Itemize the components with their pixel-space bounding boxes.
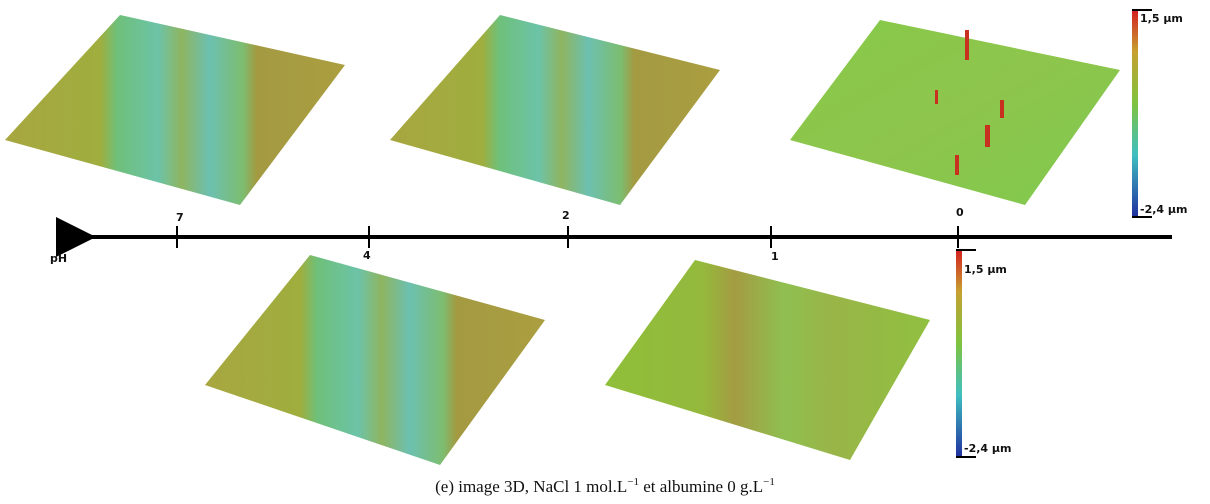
colorbar-min: -2,4 µm <box>964 442 1011 455</box>
caption-sup: −1 <box>627 476 639 488</box>
tick-label: 4 <box>363 249 371 262</box>
surface <box>605 260 930 460</box>
caption: (e) image 3D, NaCl 1 mol.L−1 et albumine… <box>435 476 775 496</box>
caption-text: et albumine 0 g.L <box>639 477 763 496</box>
surface <box>790 20 1120 205</box>
axis-ticks <box>176 226 959 248</box>
colorbar: 1,5 µm -2,4 µm <box>1132 9 1187 218</box>
tick-label: 2 <box>562 209 570 222</box>
colorbar: 1,5 µm -2,4 µm <box>956 249 1011 458</box>
peaks <box>935 30 1004 175</box>
axis-label: pH <box>50 252 67 265</box>
surface <box>5 15 345 205</box>
tick-label: 7 <box>176 211 184 224</box>
tick-label: 1 <box>771 250 779 263</box>
colorbar-min: -2,4 µm <box>1140 203 1187 216</box>
colorbar-max: 1,5 µm <box>1140 12 1183 25</box>
caption-sup: −1 <box>763 476 775 488</box>
surface <box>390 15 720 205</box>
caption-text: (e) image 3D, NaCl 1 mol.L <box>435 477 627 496</box>
colorbar-max: 1,5 µm <box>964 263 1007 276</box>
tick-label: 0 <box>956 206 964 219</box>
surface <box>205 255 545 465</box>
